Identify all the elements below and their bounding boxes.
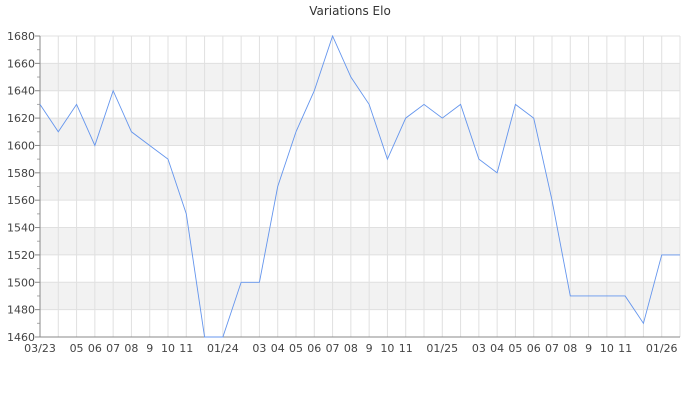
y-tick-label: 1460 [7, 331, 35, 344]
elo-series-line [39, 34, 680, 338]
x-tick-label: 03 [252, 342, 266, 355]
x-tick-label: 03/23 [24, 342, 56, 355]
x-tick-label: 9 [585, 342, 592, 355]
x-tick-label: 11 [399, 342, 413, 355]
x-tick-label: 04 [490, 342, 504, 355]
y-tick-label: 1520 [7, 249, 35, 262]
y-tick-label: 1620 [7, 112, 35, 125]
x-tick-label: 01/25 [426, 342, 458, 355]
x-tick-label: 04 [271, 342, 285, 355]
x-tick-label: 10 [161, 342, 175, 355]
x-tick-label: 08 [124, 342, 138, 355]
y-tick-label: 1640 [7, 85, 35, 98]
grid-band [40, 63, 680, 91]
x-tick-label: 05 [508, 342, 522, 355]
x-tick-label: 03 [472, 342, 486, 355]
x-tick-label: 9 [366, 342, 373, 355]
x-tick-label: 06 [307, 342, 321, 355]
x-tick-label: 06 [527, 342, 541, 355]
y-tick-label: 1500 [7, 276, 35, 289]
x-tick-label: 07 [106, 342, 120, 355]
y-tick-label: 1580 [7, 167, 35, 180]
x-tick-label: 06 [88, 342, 102, 355]
y-tick-label: 1680 [7, 30, 35, 43]
x-tick-label: 05 [289, 342, 303, 355]
x-tick-label: 10 [380, 342, 394, 355]
x-tick-label: 11 [618, 342, 632, 355]
y-tick-label: 1560 [7, 194, 35, 207]
x-tick-label: 05 [70, 342, 84, 355]
x-tick-label: 11 [179, 342, 193, 355]
grid-band [40, 172, 680, 201]
x-tick-label: 10 [600, 342, 614, 355]
y-tick-label: 1540 [7, 222, 35, 235]
y-tick-label: 1600 [7, 139, 35, 152]
x-tick-label: 07 [545, 342, 559, 355]
x-tick-label: 01/24 [207, 342, 239, 355]
grid-band [40, 118, 680, 146]
chart-title: Variations Elo [309, 4, 391, 18]
y-tick-label: 1480 [7, 304, 35, 317]
grid-band [40, 227, 680, 255]
x-tick-label: 01/26 [646, 342, 678, 355]
x-tick-label: 9 [146, 342, 153, 355]
y-tick-label: 1660 [7, 57, 35, 70]
x-tick-label: 07 [326, 342, 340, 355]
x-tick-label: 08 [563, 342, 577, 355]
x-tick-label: 08 [344, 342, 358, 355]
